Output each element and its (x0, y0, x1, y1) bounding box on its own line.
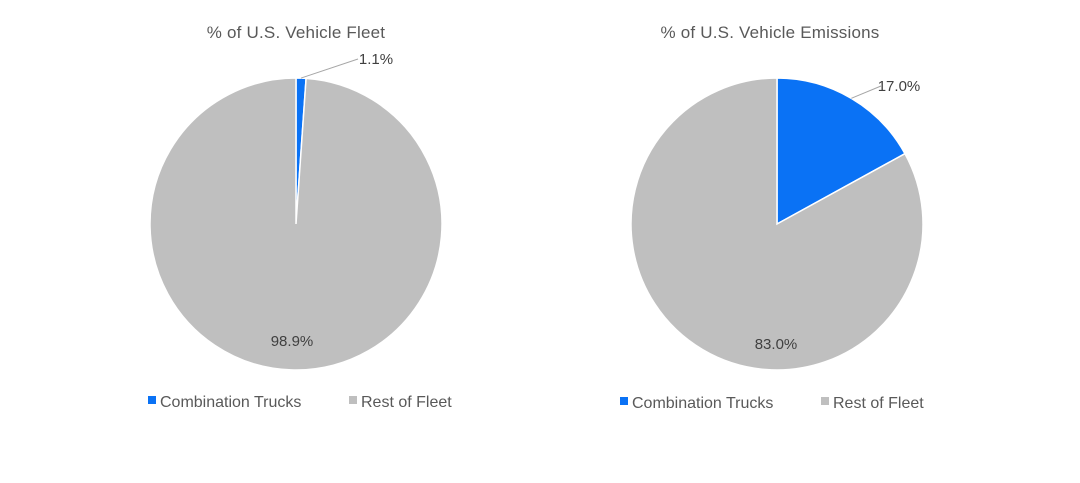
legend-emissions: Combination Trucks Rest of Fleet (620, 395, 924, 412)
data-label-rest-of-fleet: 83.0% (755, 336, 798, 353)
chart-fleet: % of U.S. Vehicle Fleet 1.1% 98.9% Combin… (148, 23, 452, 411)
chart-title: % of U.S. Vehicle Fleet (207, 23, 386, 42)
pie-fleet: 1.1% 98.9% (149, 51, 443, 371)
leader-line-combination-trucks (851, 85, 882, 99)
legend-swatch-rest-of-fleet (349, 396, 357, 404)
legend-label-rest-of-fleet: Rest of Fleet (833, 395, 924, 412)
chart-title: % of U.S. Vehicle Emissions (661, 23, 880, 42)
legend-swatch-rest-of-fleet (821, 397, 829, 405)
pie-emissions: 17.0% 83.0% (630, 77, 924, 371)
legend-label-combination-trucks: Combination Trucks (160, 394, 301, 411)
leader-line-combination-trucks (300, 58, 359, 79)
legend-label-combination-trucks: Combination Trucks (632, 395, 773, 412)
data-label-combination-trucks: 17.0% (878, 78, 921, 95)
pie-slice-rest-of-fleet (630, 77, 924, 371)
chart-emissions: % of U.S. Vehicle Emissions 17.0% 83.0% C… (620, 23, 924, 412)
legend-fleet: Combination Trucks Rest of Fleet (148, 394, 452, 411)
legend-swatch-combination-trucks (148, 396, 156, 404)
pie-slice-rest-of-fleet (149, 77, 443, 371)
legend-swatch-combination-trucks (620, 397, 628, 405)
legend-label-rest-of-fleet: Rest of Fleet (361, 394, 452, 411)
data-label-rest-of-fleet: 98.9% (271, 333, 314, 350)
data-label-combination-trucks: 1.1% (359, 51, 393, 68)
